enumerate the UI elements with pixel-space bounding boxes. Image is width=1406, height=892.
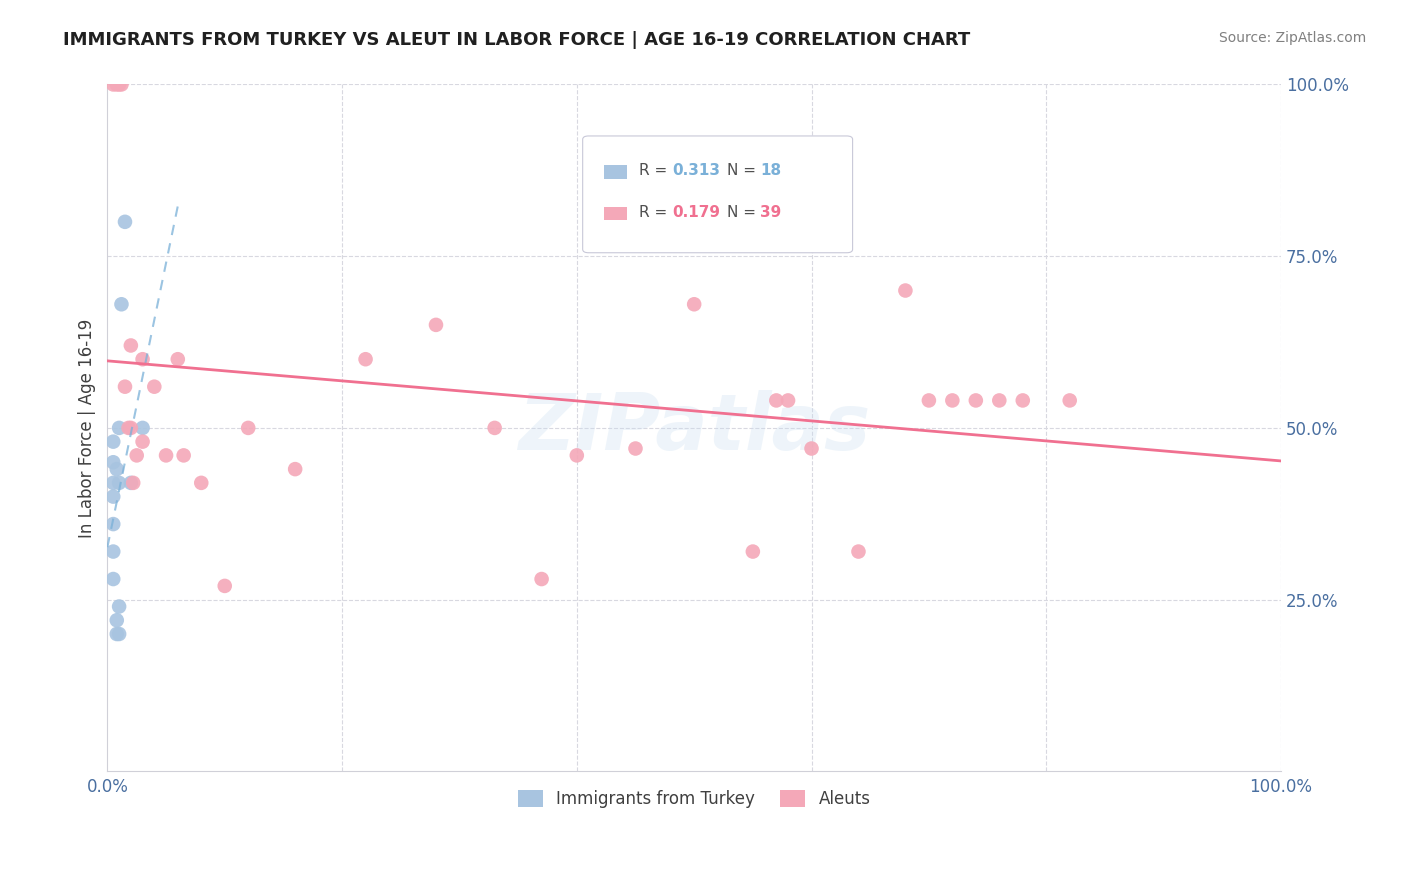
Point — [103, 78, 125, 92]
Point — [354, 352, 377, 367]
Point — [190, 475, 212, 490]
Point — [110, 78, 132, 92]
Legend: Immigrants from Turkey, Aleuts: Immigrants from Turkey, Aleuts — [512, 783, 877, 814]
Text: R =: R = — [638, 204, 672, 219]
Point — [103, 455, 125, 469]
Point — [120, 475, 142, 490]
Point — [108, 475, 131, 490]
Point — [848, 544, 870, 558]
Point — [238, 421, 260, 435]
Point — [110, 297, 132, 311]
FancyBboxPatch shape — [603, 166, 627, 179]
Point — [624, 442, 647, 456]
Text: 18: 18 — [759, 163, 780, 178]
Point — [117, 421, 139, 435]
Text: R =: R = — [638, 163, 672, 178]
Point — [105, 462, 128, 476]
Point — [108, 599, 131, 614]
Point — [120, 338, 142, 352]
Point — [214, 579, 236, 593]
Point — [108, 78, 131, 92]
Text: 0.179: 0.179 — [672, 204, 720, 219]
Point — [120, 421, 142, 435]
Point — [1059, 393, 1081, 408]
Point — [131, 421, 153, 435]
Point — [103, 544, 125, 558]
Point — [105, 78, 128, 92]
Point — [114, 380, 136, 394]
Point — [284, 462, 307, 476]
Point — [108, 627, 131, 641]
FancyBboxPatch shape — [582, 136, 852, 252]
Y-axis label: In Labor Force | Age 16-19: In Labor Force | Age 16-19 — [79, 318, 96, 538]
Point — [131, 352, 153, 367]
Point — [683, 297, 706, 311]
Point — [776, 393, 799, 408]
Point — [941, 393, 963, 408]
Point — [965, 393, 987, 408]
Point — [1011, 393, 1033, 408]
Point — [143, 380, 166, 394]
Point — [105, 613, 128, 627]
Point — [894, 284, 917, 298]
Point — [765, 393, 787, 408]
Point — [565, 449, 588, 463]
Point — [103, 490, 125, 504]
Text: N =: N = — [727, 204, 761, 219]
Point — [166, 352, 188, 367]
Text: IMMIGRANTS FROM TURKEY VS ALEUT IN LABOR FORCE | AGE 16-19 CORRELATION CHART: IMMIGRANTS FROM TURKEY VS ALEUT IN LABOR… — [63, 31, 970, 49]
Point — [122, 475, 145, 490]
Point — [105, 627, 128, 641]
Point — [131, 434, 153, 449]
Point — [103, 572, 125, 586]
Point — [103, 434, 125, 449]
Text: 39: 39 — [759, 204, 782, 219]
Point — [530, 572, 553, 586]
Text: N =: N = — [727, 163, 761, 178]
Text: ZIPatlas: ZIPatlas — [517, 390, 870, 466]
Point — [173, 449, 195, 463]
Point — [103, 517, 125, 532]
Point — [484, 421, 506, 435]
Point — [988, 393, 1011, 408]
Point — [741, 544, 763, 558]
Text: 0.313: 0.313 — [672, 163, 720, 178]
Point — [114, 215, 136, 229]
Point — [155, 449, 177, 463]
Text: Source: ZipAtlas.com: Source: ZipAtlas.com — [1219, 31, 1367, 45]
Point — [800, 442, 823, 456]
Point — [125, 449, 148, 463]
Point — [103, 475, 125, 490]
Point — [425, 318, 447, 332]
Point — [918, 393, 941, 408]
FancyBboxPatch shape — [603, 207, 627, 220]
Point — [108, 421, 131, 435]
